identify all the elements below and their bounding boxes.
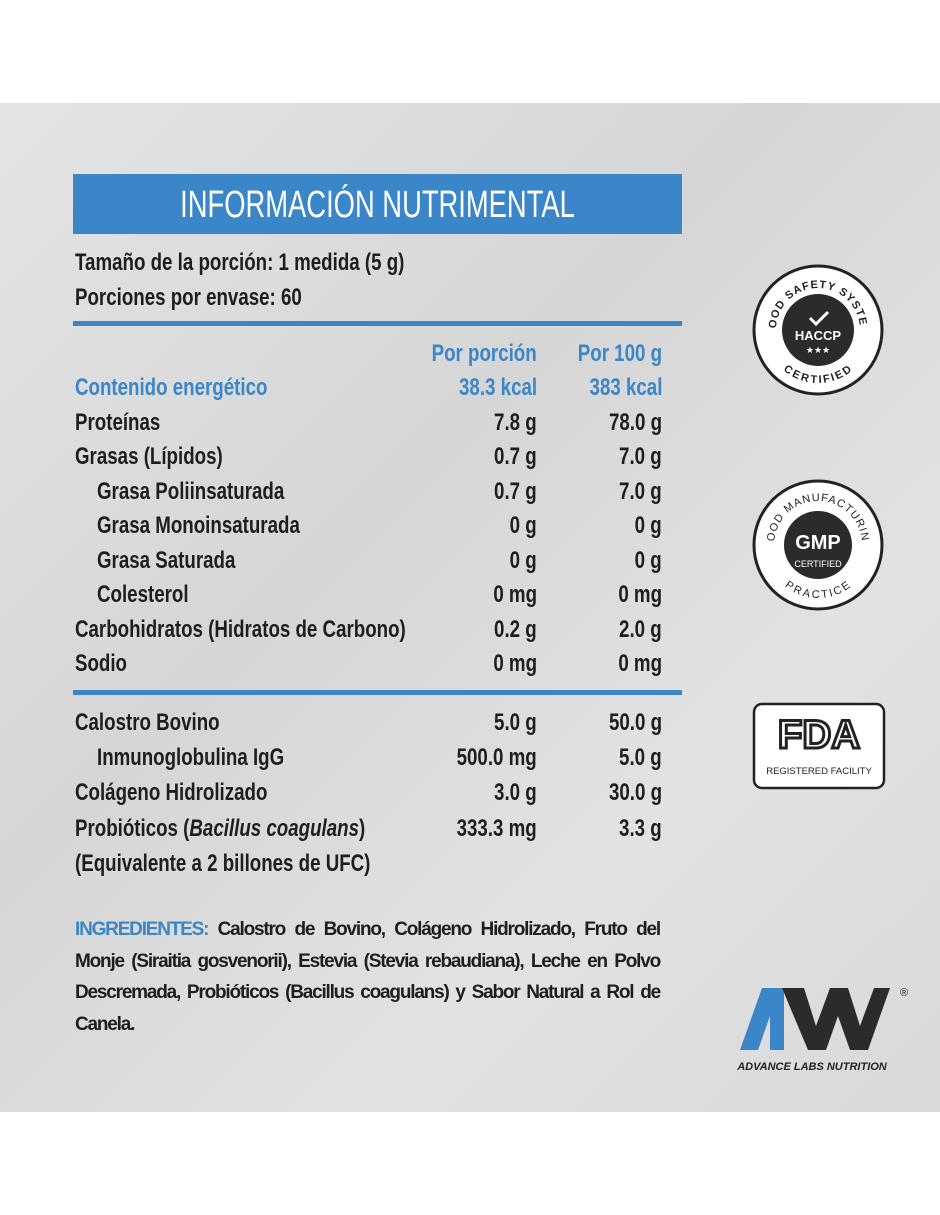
per-100g: 3.3 g (619, 814, 662, 842)
row-label: Sodio (75, 650, 127, 677)
row-label: Carbohidratos (Hidratos de Carbono) (75, 615, 406, 643)
svg-text:★★★: ★★★ (806, 345, 830, 355)
per-100g: 30.0 g (608, 779, 662, 807)
background (0, 103, 940, 1112)
per-serving: 500.0 mg (456, 744, 537, 772)
badge-main: FDA (778, 713, 860, 757)
label-part: Bacillus coagulans (189, 814, 359, 842)
per-100g: 0 g (634, 512, 662, 539)
row-label: Colesterol (97, 581, 189, 608)
gmp-badge: GOOD MANUFACTURING PRACTICE GMP CERTIFIE… (748, 475, 884, 611)
label-part: ) (358, 814, 366, 842)
title: INFORMACIÓN NUTRIMENTAL (180, 184, 575, 226)
divider (73, 690, 682, 695)
row-label: Probióticos (Bacillus coagulans) (75, 814, 365, 844)
row-label: Proteínas (75, 408, 161, 436)
per-serving: 0.2 g (494, 615, 537, 643)
label-part: Probióticos ( (75, 814, 190, 842)
brand-name: ADVANCE LABS NUTRITION (736, 1061, 888, 1073)
per-100g: 0 mg (618, 581, 662, 608)
per-serving: 0 g (509, 546, 537, 574)
per-serving: 3.0 g (494, 779, 537, 807)
per-100g: 7.0 g (619, 477, 662, 505)
per-serving: 0 g (509, 512, 537, 539)
column-header: Por porción (431, 340, 537, 367)
ingredients-text: Calostro de Bovino, Colágeno Hidrolizado… (75, 919, 661, 1035)
row-label: Calostro Bovino (75, 709, 220, 736)
divider (73, 321, 682, 326)
serving-size: Tamaño de la porción: 1 medida (5 g) (75, 249, 405, 276)
row-label: Contenido energético (75, 374, 268, 401)
per-100g: 0 mg (618, 650, 662, 677)
per-serving: 38.3 kcal (458, 374, 537, 401)
per-100g: 78.0 g (608, 408, 662, 436)
row-label: Inmunoglobulina IgG (97, 744, 285, 772)
title-bar: INFORMACIÓN NUTRIMENTAL (73, 174, 682, 234)
ingredients: INGREDIENTES: Calostro de Bovino, Coláge… (75, 914, 661, 1040)
per-serving: 333.3 mg (456, 814, 537, 842)
per-100g: 2.0 g (619, 615, 662, 643)
per-serving: 0 mg (493, 650, 537, 677)
per-100g: 5.0 g (619, 744, 662, 772)
brand-mark: ® (900, 987, 908, 999)
badge-sub: REGISTERED FACILITY (766, 766, 872, 777)
badge-main: GMP (795, 532, 841, 554)
per-serving: 7.8 g (494, 408, 537, 436)
fda-badge: FDA REGISTERED FACILITY (752, 702, 886, 790)
row-label: Grasas (Lípidos) (75, 443, 223, 470)
servings-per-container: Porciones por envase: 60 (75, 284, 302, 311)
per-serving: 0.7 g (494, 477, 537, 505)
row-label: Colágeno Hidrolizado (75, 779, 268, 807)
per-serving: 0.7 g (494, 443, 537, 470)
row-label: Grasa Saturada (97, 546, 236, 574)
badge-sub: CERTIFIED (794, 559, 842, 569)
badge-main: HACCP (795, 328, 842, 343)
brand-logo: ® ADVANCE LABS NUTRITION (736, 987, 908, 1073)
ingredients-label: INGREDIENTES: (75, 919, 209, 940)
note: (Equivalente a 2 billones de UFC) (75, 850, 371, 877)
per-100g: 0 g (634, 546, 662, 574)
column-header: Por 100 g (577, 340, 662, 367)
haccp-badge: FOOD SAFETY SYSTEM CERTIFIED HACCP ★★★ (748, 260, 884, 396)
per-serving: 0 mg (493, 581, 537, 608)
per-serving: 5.0 g (494, 709, 537, 736)
per-100g: 50.0 g (608, 709, 662, 736)
row-label: Grasa Monoinsaturada (97, 512, 300, 539)
row-label: Grasa Poliinsaturada (97, 477, 285, 505)
per-100g: 7.0 g (619, 443, 662, 470)
per-100g: 383 kcal (589, 374, 662, 401)
